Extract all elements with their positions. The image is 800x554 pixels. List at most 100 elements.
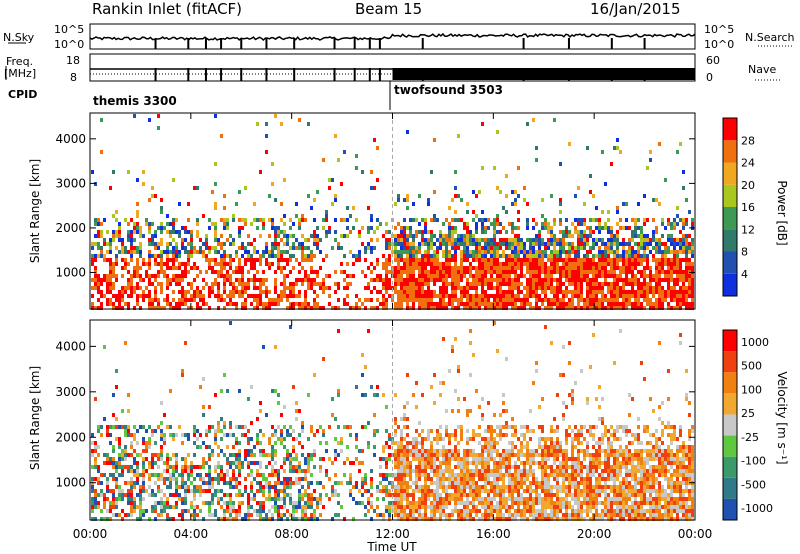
- power-cell: [496, 242, 499, 246]
- power-cell: [379, 302, 382, 306]
- power-cell: [499, 306, 502, 310]
- power-cell: [196, 274, 199, 278]
- power-cell: [667, 286, 670, 290]
- power-cell: [115, 274, 118, 278]
- velocity-cell: [496, 349, 499, 353]
- velocity-cell: [271, 449, 274, 453]
- velocity-cell: [415, 453, 418, 457]
- power-cell: [658, 278, 661, 282]
- power-cell: [298, 242, 301, 246]
- velocity-cell: [367, 421, 370, 425]
- velocity-cell: [448, 485, 451, 489]
- power-cell: [427, 250, 430, 254]
- velocity-cell: [196, 485, 199, 489]
- power-cell: [94, 286, 97, 290]
- power-cell: [628, 270, 631, 274]
- velocity-cell: [490, 489, 493, 493]
- power-cell: [658, 274, 661, 278]
- power-cell: [331, 306, 334, 310]
- velocity-cell: [397, 505, 400, 509]
- velocity-cell: [115, 437, 118, 441]
- power-cell: [310, 250, 313, 254]
- velocity-cell: [418, 421, 421, 425]
- power-cell: [415, 262, 418, 266]
- power-cell: [337, 242, 340, 246]
- power-cell: [139, 274, 142, 278]
- power-cell: [448, 242, 451, 246]
- velocity-cell: [169, 433, 172, 437]
- velocity-cell: [217, 501, 220, 505]
- power-cell: [646, 294, 649, 298]
- velocity-cell: [454, 481, 457, 485]
- velocity-cell: [262, 449, 265, 453]
- velocity-cell: [310, 429, 313, 433]
- power-cell: [475, 302, 478, 306]
- power-cell: [652, 258, 655, 262]
- power-cell: [643, 266, 646, 270]
- velocity-cell: [196, 429, 199, 433]
- power-cell: [268, 234, 271, 238]
- power-cell: [148, 242, 151, 246]
- velocity-cell: [142, 457, 145, 461]
- power-cell: [283, 178, 286, 182]
- power-cell: [199, 294, 202, 298]
- velocity-cell: [442, 473, 445, 477]
- power-cell: [631, 258, 634, 262]
- power-cell: [244, 262, 247, 266]
- power-cell: [682, 258, 685, 262]
- power-cell: [556, 254, 559, 258]
- power-cell: [106, 250, 109, 254]
- velocity-cell: [217, 445, 220, 449]
- velocity-cell: [487, 505, 490, 509]
- power-cell: [373, 306, 376, 310]
- velocity-cell: [106, 457, 109, 461]
- power-cell: [157, 242, 160, 246]
- power-cell: [100, 278, 103, 282]
- power-cell: [676, 214, 679, 218]
- power-cell: [196, 218, 199, 222]
- power-cell: [631, 286, 634, 290]
- power-cell: [691, 286, 694, 290]
- freq-band-twofsound: [392, 68, 695, 80]
- power-cell: [151, 186, 154, 190]
- velocity-cell: [202, 501, 205, 505]
- velocity-cell: [250, 453, 253, 457]
- power-cell: [487, 258, 490, 262]
- power-cell: [376, 258, 379, 262]
- power-cell: [538, 258, 541, 262]
- power-cell: [607, 298, 610, 302]
- velocity-cell: [316, 481, 319, 485]
- power-cell: [229, 298, 232, 302]
- power-cell: [298, 262, 301, 266]
- power-border: [89, 112, 696, 310]
- power-cell: [676, 266, 679, 270]
- power-cell: [640, 262, 643, 266]
- power-cell: [355, 166, 358, 170]
- power-cell: [640, 230, 643, 234]
- velocity-cell: [442, 381, 445, 385]
- power-cell: [166, 222, 169, 226]
- power-cell: [577, 218, 580, 222]
- power-cell: [655, 282, 658, 286]
- velocity-cell: [412, 453, 415, 457]
- velocity-cell: [439, 509, 442, 513]
- power-cell: [427, 198, 430, 202]
- velocity-cell: [229, 477, 232, 481]
- power-cell: [370, 250, 373, 254]
- power-cell: [556, 258, 559, 262]
- velocity-cell: [121, 489, 124, 493]
- velocity-cell: [421, 469, 424, 473]
- velocity-cell: [319, 425, 322, 429]
- power-cell: [661, 306, 664, 310]
- power-cell: [184, 274, 187, 278]
- power-cell: [289, 306, 292, 310]
- velocity-cell: [421, 429, 424, 433]
- velocity-cell: [436, 469, 439, 473]
- power-cell: [628, 250, 631, 254]
- power-cell: [583, 222, 586, 226]
- power-cell: [403, 270, 406, 274]
- velocity-cell: [184, 433, 187, 437]
- power-cell: [115, 278, 118, 282]
- velocity-cell: [199, 477, 202, 481]
- velocity-cell: [481, 489, 484, 493]
